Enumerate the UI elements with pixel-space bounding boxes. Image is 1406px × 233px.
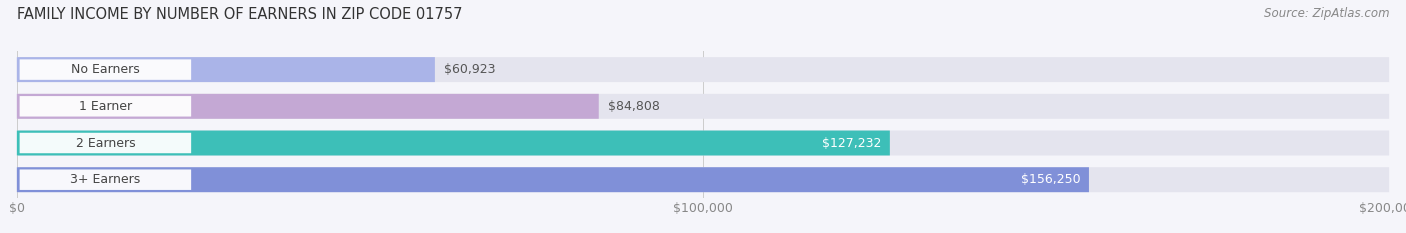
Text: $84,808: $84,808 xyxy=(609,100,661,113)
Text: Source: ZipAtlas.com: Source: ZipAtlas.com xyxy=(1264,7,1389,20)
FancyBboxPatch shape xyxy=(20,59,191,80)
FancyBboxPatch shape xyxy=(17,57,434,82)
FancyBboxPatch shape xyxy=(17,130,1389,155)
FancyBboxPatch shape xyxy=(17,94,599,119)
FancyBboxPatch shape xyxy=(17,94,1389,119)
FancyBboxPatch shape xyxy=(17,167,1090,192)
FancyBboxPatch shape xyxy=(17,130,890,155)
FancyBboxPatch shape xyxy=(17,167,1389,192)
Text: $127,232: $127,232 xyxy=(823,137,882,150)
FancyBboxPatch shape xyxy=(17,57,1389,82)
Text: FAMILY INCOME BY NUMBER OF EARNERS IN ZIP CODE 01757: FAMILY INCOME BY NUMBER OF EARNERS IN ZI… xyxy=(17,7,463,22)
FancyBboxPatch shape xyxy=(20,133,191,153)
Text: $60,923: $60,923 xyxy=(444,63,496,76)
FancyBboxPatch shape xyxy=(20,96,191,116)
Text: $156,250: $156,250 xyxy=(1021,173,1081,186)
Text: No Earners: No Earners xyxy=(72,63,139,76)
Text: 1 Earner: 1 Earner xyxy=(79,100,132,113)
FancyBboxPatch shape xyxy=(20,169,191,190)
Text: 2 Earners: 2 Earners xyxy=(76,137,135,150)
Text: 3+ Earners: 3+ Earners xyxy=(70,173,141,186)
